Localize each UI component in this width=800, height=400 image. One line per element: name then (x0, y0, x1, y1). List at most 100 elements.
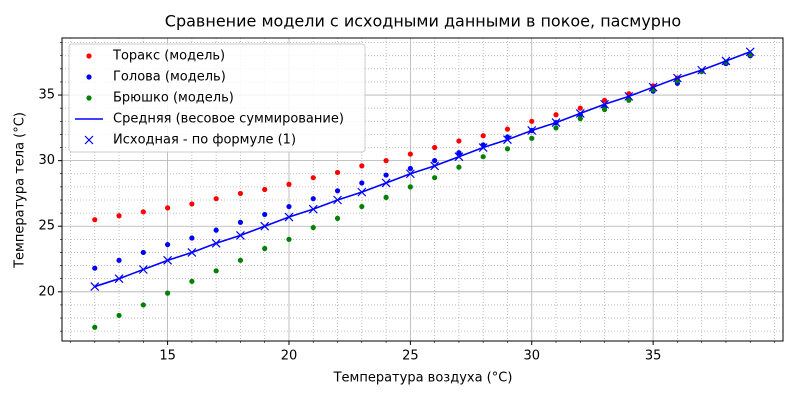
point (430, 161, 440, 171)
point (92, 324, 98, 330)
y-axis-label: Температура тела (°C) (13, 112, 28, 269)
point (334, 188, 341, 194)
point (648, 82, 658, 92)
point (407, 184, 413, 190)
point (334, 215, 341, 221)
x-tick-label: 35 (645, 349, 662, 364)
point (187, 248, 197, 257)
point (237, 219, 244, 225)
point (140, 302, 146, 308)
point (260, 221, 270, 231)
point (213, 227, 219, 233)
point (284, 212, 294, 222)
point (383, 158, 389, 164)
point (745, 47, 755, 57)
point (601, 106, 608, 113)
point (140, 249, 146, 256)
point (213, 196, 219, 202)
point (262, 211, 268, 218)
point (359, 203, 365, 210)
point (405, 169, 415, 179)
point (286, 203, 292, 210)
point (359, 163, 365, 169)
point (116, 257, 122, 263)
point (432, 144, 438, 151)
point (333, 195, 342, 205)
point (116, 312, 122, 319)
y-tick-label: 25 (38, 219, 55, 234)
legend-marker (84, 135, 94, 145)
legend-marker (86, 74, 92, 80)
point (308, 204, 318, 214)
legend-box (68, 43, 366, 153)
point (213, 268, 219, 274)
series-line (94, 51, 751, 288)
point (527, 126, 537, 135)
point (504, 126, 511, 132)
point (504, 146, 511, 152)
point (456, 150, 462, 156)
chart-title: Сравнение модели с исходными данными в п… (165, 12, 681, 31)
point (92, 265, 98, 271)
point (529, 118, 535, 124)
point (165, 241, 171, 248)
point (310, 224, 316, 231)
point (90, 282, 100, 291)
point (262, 245, 268, 252)
y-tick-label: 35 (38, 88, 55, 103)
point (480, 133, 486, 139)
point (114, 274, 124, 284)
x-tick-label: 25 (402, 349, 419, 364)
point (432, 175, 438, 181)
point (359, 180, 365, 186)
y-tick-label: 30 (38, 153, 55, 168)
point (575, 108, 585, 118)
point (577, 116, 583, 122)
point (721, 56, 731, 66)
point (211, 238, 221, 248)
legend-label: Средняя (весовое суммирование) (113, 112, 344, 127)
point (626, 97, 632, 103)
point (262, 186, 268, 193)
point (432, 158, 438, 164)
point (236, 230, 245, 240)
x-tick-label: 30 (523, 349, 540, 364)
point (601, 97, 608, 103)
legend-marker (86, 95, 92, 101)
point (310, 196, 316, 202)
point (456, 138, 462, 144)
legend-label: Голова (модель) (113, 70, 226, 85)
point (553, 112, 559, 118)
point (286, 181, 292, 187)
legend-label: Исходная - по формуле (1) (113, 133, 296, 148)
point (334, 169, 341, 176)
point (551, 118, 561, 128)
point (697, 65, 707, 75)
point (189, 278, 195, 284)
point (503, 135, 512, 145)
point (140, 209, 146, 215)
point (383, 194, 389, 200)
point (237, 190, 244, 197)
legend-label: Брюшко (модель) (113, 91, 234, 106)
point (163, 255, 173, 265)
point (407, 151, 413, 157)
point (454, 152, 464, 162)
point (189, 235, 195, 241)
point (407, 165, 413, 172)
point (600, 99, 609, 109)
point (624, 91, 634, 101)
point (165, 290, 171, 296)
point (286, 236, 292, 242)
point (383, 172, 389, 178)
point (577, 105, 583, 111)
point (357, 187, 367, 197)
point (553, 125, 559, 131)
point (189, 201, 195, 207)
point (116, 213, 122, 219)
point (529, 135, 535, 141)
point (165, 205, 171, 211)
x-axis-label: Температура воздуха (°C) (333, 371, 513, 386)
